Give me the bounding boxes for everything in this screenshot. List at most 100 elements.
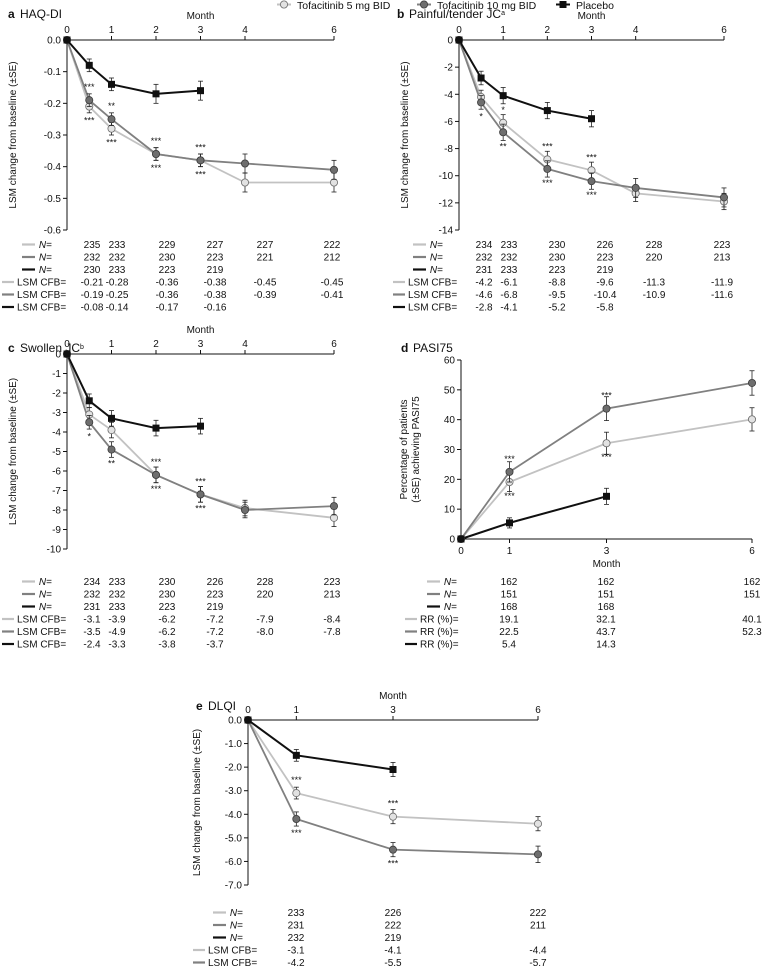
table-cell: 234 [476,240,493,251]
y-axis-label: LSM change from baseline (±SE) [8,378,19,525]
table-cell: 151 [598,590,615,601]
table-cell: -3.5 [83,627,101,638]
data-point-placebo [506,519,513,527]
table-row: N= 230 233 223 219 [22,265,224,276]
table-cell: -5.7 [529,958,547,967]
y-tick-label: -0.6 [44,226,62,237]
table-row: LSM CFB= -4.2 -5.5 -5.7 [193,958,547,967]
table-cell: 219 [597,265,614,276]
x-tick-label: 2 [545,25,551,36]
data-point-tofa5 [329,178,338,187]
legend: Tofacitinib 5 mg BID Tofacitinib 10 mg BI… [277,0,614,12]
y-tick-label: -4 [444,90,453,101]
data-point-tofa10 [499,128,508,137]
y-tick-label: -5 [52,447,61,458]
x-tick-label: 6 [331,25,337,36]
table-cell: -11.6 [711,290,733,301]
table-cell: -3.8 [158,640,176,651]
table-cell: 220 [646,253,663,264]
table-cell: -3.7 [206,640,224,651]
significance-mark: *** [151,457,162,467]
panel-letter: e [196,699,203,713]
table-row: N= 162 162 162 [427,577,761,588]
y-tick-label: -2.0 [225,763,243,774]
y-tick-label: -0.1 [44,67,62,78]
table-cell: 219 [207,602,224,613]
table-row: N= 232 232 230 223 221 212 [22,253,341,264]
table-cell: 5.4 [502,640,516,651]
significance-mark: *** [151,484,162,494]
data-point-placebo [108,80,115,88]
table-row: LSM CFB= -4.6 -6.8 -9.5 -10.4 -10.9 -11.6 [393,290,733,301]
table-cell: 213 [324,590,341,601]
table-row-label: N= [430,240,443,251]
table-cell: -6.8 [500,290,518,301]
data-point-tofa10 [196,156,205,165]
data-point-tofa10 [240,505,249,514]
data-point-placebo [63,36,71,44]
data-point-placebo [603,492,610,500]
y-tick-label: -2 [52,389,61,400]
table-row-label: N= [230,933,243,944]
table-cell: 40.1 [742,615,762,626]
table-row-label: LSM CFB= [17,627,66,638]
x-tick-label: 0 [64,339,70,350]
table-cell: 162 [744,577,761,588]
table-row-label: N= [39,590,52,601]
significance-mark: *** [151,163,162,173]
table-row-label: LSM CFB= [208,958,257,967]
table-cell: -0.38 [204,278,227,289]
table-row-label: N= [430,265,443,276]
significance-mark: *** [195,503,206,513]
table-row-label: N= [444,590,457,601]
data-point-placebo [477,74,485,82]
table-cell: -0.19 [81,290,104,301]
x-tick-label: 2 [153,339,159,350]
table-cell: 226 [597,240,614,251]
x-tick-label: 1 [294,705,300,716]
x-tick-label: 2 [153,25,159,36]
table-cell: 232 [109,253,126,264]
table-cell: 233 [109,240,126,251]
legend-item: Tofacitinib 5 mg BID [277,0,391,12]
table-cell: 223 [549,265,566,276]
y-tick-label: -6 [52,467,61,478]
significance-mark: *** [106,138,117,148]
legend-label: Placebo [576,0,614,12]
table-row: RR (%)= 22.5 43.7 52.3 [405,627,762,638]
table-cell: 52.3 [742,627,762,638]
x-tick-label: 1 [109,339,115,350]
y-tick-label: 0 [449,535,455,546]
table-cell: 231 [84,602,101,613]
table-cell: 223 [207,253,224,264]
data-point-tofa10 [196,490,205,499]
table-cell: 232 [476,253,493,264]
y-tick-label: -0.3 [44,131,62,142]
table-cell: 230 [549,240,566,251]
table-cell: 32.1 [596,615,616,626]
table-row-label: N= [39,602,52,613]
table-row: N= 151 151 151 [427,590,761,601]
table-row-label: N= [230,921,243,932]
table-row: N= 232 232 230 223 220 213 [22,590,341,601]
y-tick-label: 0 [447,36,453,47]
table-cell: 233 [501,265,518,276]
significance-mark: *** [291,775,302,785]
x-tick-label: 4 [242,339,248,350]
y-tick-label: -0.4 [44,162,62,173]
table-cell: 162 [501,577,518,588]
y-tick-label: -10 [439,171,454,182]
significance-mark: *** [291,828,302,838]
x-axis-label: Month [593,559,621,570]
table-cell: -11.3 [643,278,665,289]
table-cell: 223 [714,240,731,251]
table-row-label: N= [430,253,443,264]
data-point-tofa10 [631,183,640,192]
table-cell: -0.17 [156,303,179,314]
table-cell: -7.8 [323,627,341,638]
series-line-tofa5 [460,418,753,540]
data-point-tofa10 [388,845,397,854]
table-row-label: LSM CFB= [408,303,457,314]
table-cell: -0.45 [321,278,344,289]
